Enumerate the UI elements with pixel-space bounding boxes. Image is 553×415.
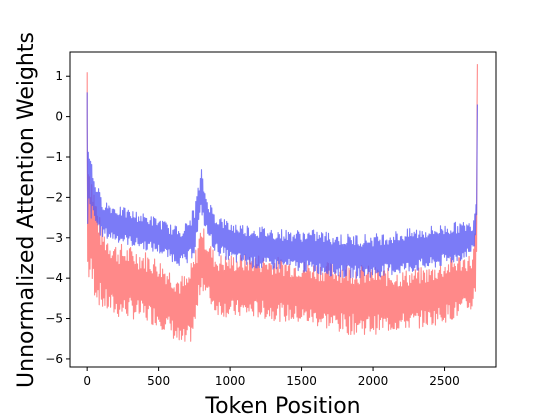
y-tick-label: −5 xyxy=(45,312,63,326)
y-axis-title: Unnormalized Attention Weights xyxy=(14,32,39,388)
y-tick-label: −1 xyxy=(45,150,63,164)
x-tick-label: 500 xyxy=(147,374,170,388)
y-tick-label: −3 xyxy=(45,231,63,245)
series-layer xyxy=(86,64,478,342)
x-tick-label: 2500 xyxy=(429,374,460,388)
plot-frame xyxy=(69,51,497,368)
x-tick-label: 1500 xyxy=(286,374,317,388)
x-axis-title: Token Position xyxy=(204,394,360,415)
series-line-red xyxy=(86,64,478,342)
x-tick-label: 0 xyxy=(83,374,91,388)
y-tick-label: 1 xyxy=(55,69,63,83)
y-tick-label: −6 xyxy=(45,352,63,366)
y-tick-label: −4 xyxy=(45,271,63,285)
x-tick-label: 1000 xyxy=(215,374,246,388)
y-axis: 1 0 −1 −2 −3 −4 −5 −6 xyxy=(45,69,70,366)
series-line-blue xyxy=(86,92,478,279)
x-tick-label: 2000 xyxy=(358,374,389,388)
y-tick-label: −2 xyxy=(45,190,63,204)
x-axis: 0 500 1000 1500 2000 2500 xyxy=(83,367,460,388)
y-tick-label: 0 xyxy=(55,110,63,124)
